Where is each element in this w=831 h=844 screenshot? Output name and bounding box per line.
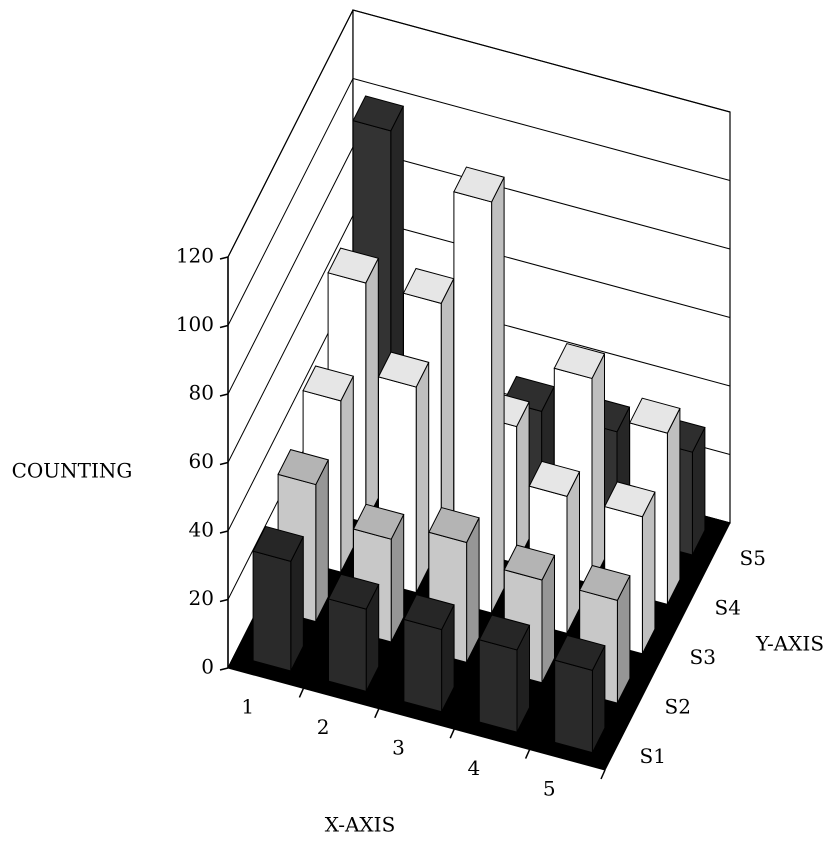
z-tick-label: 120	[176, 244, 214, 268]
grid-line	[227, 9, 731, 258]
bar-front	[252, 550, 292, 672]
bar	[252, 525, 305, 672]
tick-mark	[219, 461, 229, 466]
bar-top	[628, 397, 681, 434]
bar-top	[553, 634, 606, 671]
x-tick	[449, 728, 455, 739]
series-label: S1	[640, 744, 666, 768]
tick-mark	[219, 667, 229, 671]
bar-top	[503, 544, 556, 581]
bar	[453, 166, 505, 614]
bar-front	[478, 639, 518, 733]
bar-side	[591, 353, 605, 585]
tick-mark	[219, 530, 229, 534]
bar-top	[578, 564, 631, 601]
bar-top	[603, 481, 656, 518]
z-tick-label: 80	[189, 381, 214, 405]
bar	[327, 573, 380, 693]
bar	[478, 614, 531, 733]
grid-line	[227, 77, 731, 326]
bar-side	[566, 471, 580, 634]
tick-mark	[219, 256, 229, 260]
bar-top	[403, 594, 455, 631]
bar-top	[352, 95, 405, 132]
bar-side	[666, 408, 681, 605]
bar-top	[352, 503, 405, 540]
bar-top	[453, 166, 505, 203]
bar-side	[340, 375, 354, 573]
bar-top	[553, 342, 606, 380]
x-tick-label: 1	[241, 695, 254, 719]
bar-side	[641, 491, 656, 654]
bar-top	[428, 506, 480, 544]
bar-top	[327, 573, 380, 610]
x-tick-label: 5	[543, 776, 556, 800]
z-tick-label: 40	[189, 518, 214, 542]
bar-top	[478, 614, 531, 651]
bar-top	[277, 449, 330, 486]
bar-side	[516, 401, 530, 564]
z-axis-title: COUNTING	[12, 459, 133, 483]
x-tick	[600, 769, 606, 780]
series-label: S4	[715, 596, 741, 620]
y-axis-title: Y-AXIS	[755, 632, 824, 656]
z-tick-label: 100	[176, 312, 214, 336]
x-axis-title: X-AXIS	[325, 813, 396, 837]
bar-side	[440, 278, 455, 544]
bar-front	[554, 659, 593, 754]
bar-top	[302, 365, 355, 402]
x-tick	[524, 749, 531, 759]
series-label: S2	[665, 694, 691, 718]
x-tick	[374, 708, 380, 719]
z-tick-label: 20	[189, 586, 214, 610]
bar-side	[315, 459, 329, 622]
x-tick	[298, 688, 305, 698]
bar	[403, 594, 455, 713]
series-label: S5	[740, 546, 766, 570]
bar-side	[491, 177, 505, 614]
bar-top	[252, 525, 305, 562]
z-tick-label: 0	[201, 655, 214, 679]
bar	[553, 634, 606, 754]
bar-top	[377, 351, 430, 388]
bar-front	[403, 618, 443, 713]
bar-side	[415, 362, 430, 593]
bar-top	[528, 460, 581, 497]
series-label: S3	[690, 645, 716, 669]
tick-mark	[219, 598, 229, 603]
x-tick-label: 3	[392, 736, 405, 760]
bar-top	[327, 247, 380, 284]
tick-mark	[219, 393, 229, 397]
x-tick-label: 2	[317, 715, 330, 739]
z-tick-label: 60	[189, 449, 214, 473]
tick-mark	[219, 324, 229, 329]
x-tick-label: 4	[468, 756, 481, 780]
bar-side	[365, 258, 379, 523]
bar-front	[328, 598, 367, 693]
